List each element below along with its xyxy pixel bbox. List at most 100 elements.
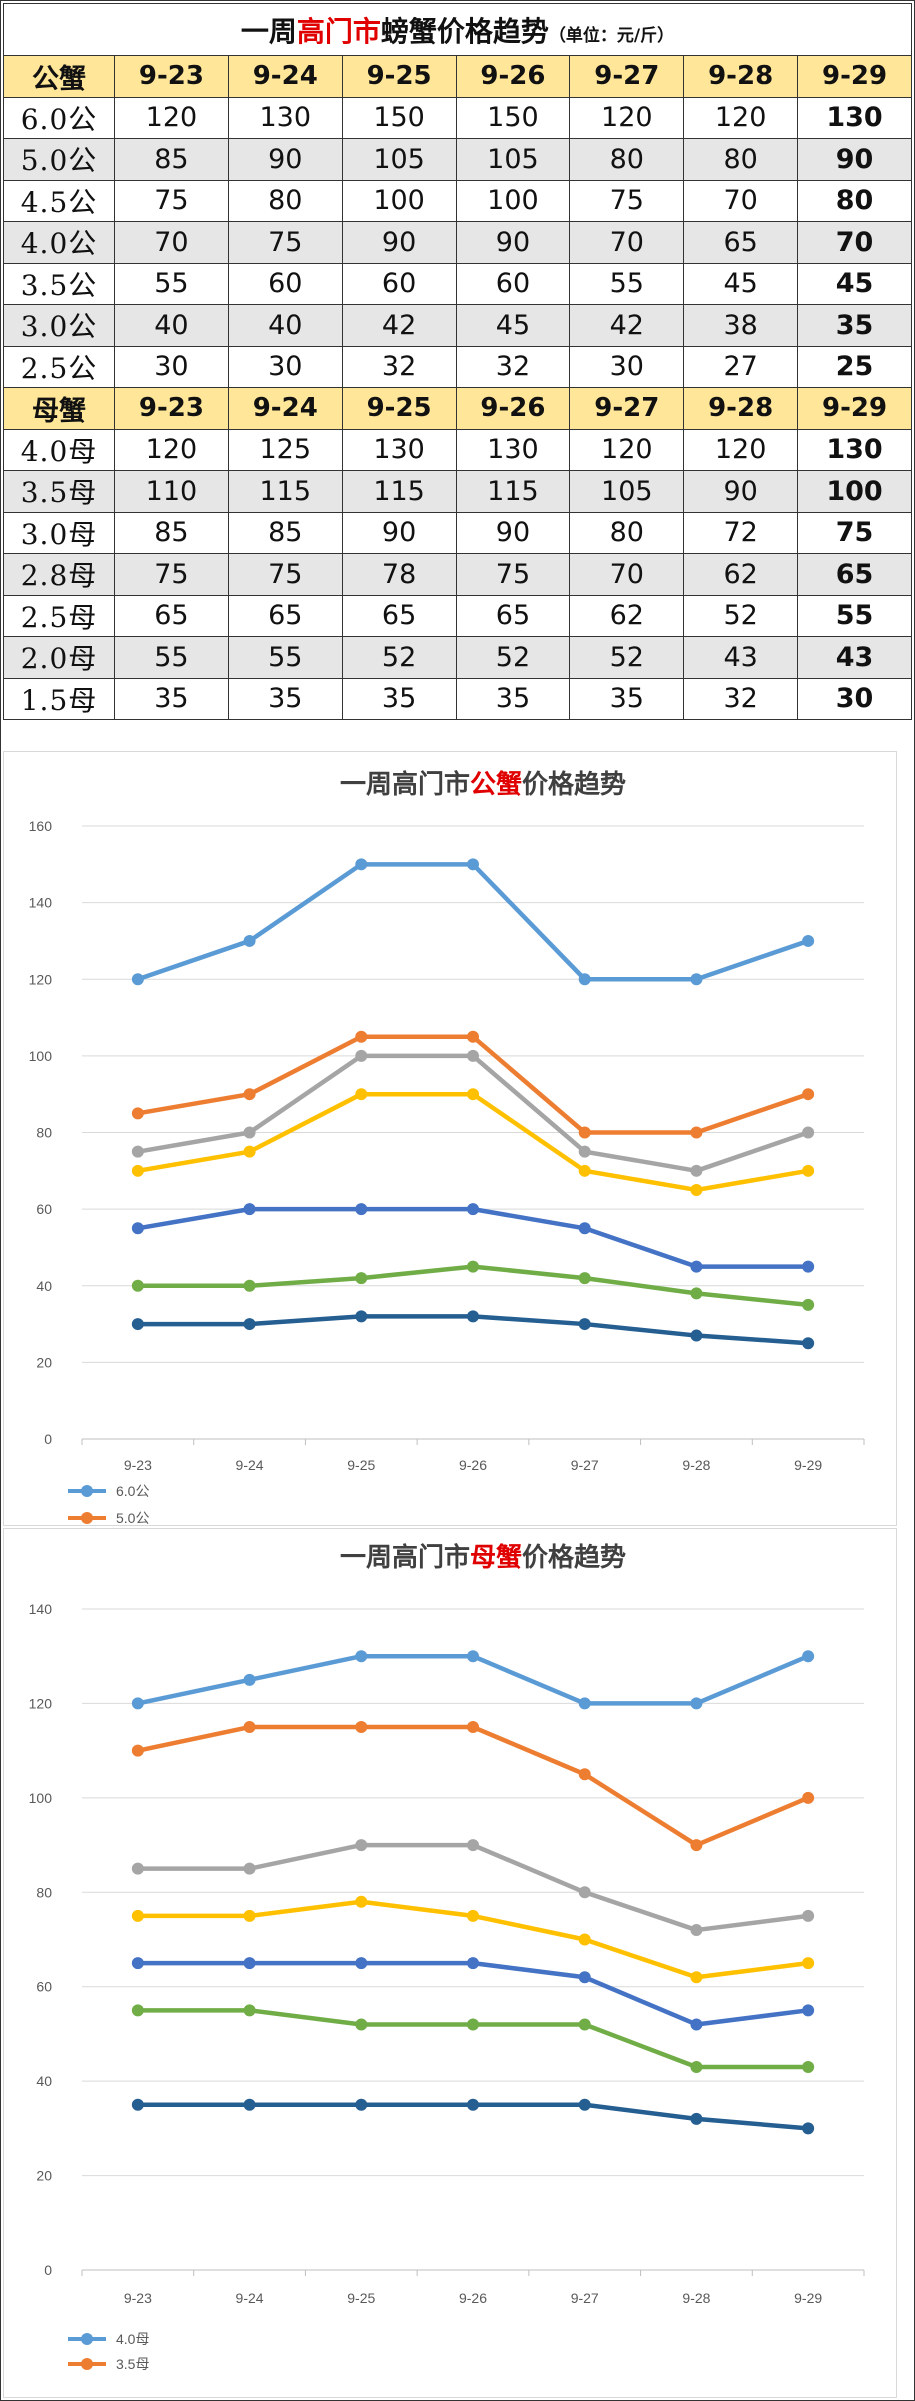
series-line-3.5公	[135, 1206, 811, 1269]
female-price-row: 1.5母 35 35 35 35 35 32 30	[3, 677, 912, 720]
price-cell: 42	[341, 304, 457, 347]
price-cell: 80	[569, 138, 685, 181]
data-point	[802, 1260, 815, 1273]
date-header: 9-26	[455, 55, 571, 98]
data-point	[355, 858, 368, 871]
data-point	[355, 2098, 368, 2111]
price-cell: 55	[114, 636, 229, 679]
chart-title-prefix: 一周高门市	[340, 1542, 470, 1573]
price-cell: 130	[797, 96, 912, 139]
price-cell: 115	[455, 470, 571, 513]
price-cell: 55	[227, 636, 343, 679]
data-point	[578, 1164, 591, 1177]
y-tick-label: 120	[29, 971, 53, 987]
price-cell: 90	[341, 511, 457, 554]
data-point	[578, 1318, 591, 1331]
y-tick-label: 100	[29, 1790, 53, 1806]
price-cell: 100	[797, 470, 912, 513]
price-cell: 150	[455, 96, 571, 139]
series-line-2.5母	[135, 1960, 811, 2027]
data-point	[243, 1862, 256, 1875]
legend-label: 5.0公	[116, 1510, 149, 1525]
y-tick-label: 160	[29, 818, 53, 834]
price-cell: 25	[797, 345, 912, 388]
data-point	[243, 1279, 256, 1292]
legend-swatch-marker	[81, 2358, 93, 2370]
price-cell: 130	[341, 428, 457, 471]
x-tick-label: 9-23	[124, 1457, 152, 1473]
price-cell: 70	[569, 553, 685, 596]
male-header-row: 公蟹 9-23 9-24 9-25 9-26 9-27 9-28 9-29	[3, 55, 912, 98]
chart-title-suffix: 价格趋势	[522, 769, 626, 800]
data-point	[131, 1909, 144, 1922]
price-cell: 70	[797, 221, 912, 264]
price-cell: 120	[114, 428, 229, 471]
data-point	[467, 858, 479, 871]
legend-swatch-marker	[81, 2333, 93, 2345]
price-cell: 65	[227, 594, 343, 637]
price-cell: 70	[114, 221, 229, 264]
data-point	[690, 1183, 703, 1196]
price-cell: 100	[341, 179, 457, 222]
data-point	[802, 934, 815, 947]
price-cell: 30	[569, 345, 685, 388]
date-header: 9-27	[569, 55, 685, 98]
date-header: 9-23	[114, 55, 229, 98]
data-point	[131, 2004, 144, 2017]
x-tick-label: 9-25	[347, 1457, 375, 1473]
price-cell: 78	[341, 553, 457, 596]
data-point	[578, 1971, 591, 1984]
series-line-6.0公	[135, 862, 811, 982]
price-cell: 80	[797, 179, 912, 222]
chart-title-suffix: 价格趋势	[522, 1542, 626, 1573]
data-point	[690, 1839, 703, 1852]
data-point	[802, 1298, 815, 1311]
series-line-4.0公	[135, 1091, 811, 1193]
legend-item: 6.0公	[68, 1483, 149, 1499]
data-point	[690, 1287, 703, 1300]
x-tick-label: 9-26	[459, 1457, 487, 1473]
x-tick-label: 9-24	[236, 2290, 264, 2306]
date-header: 9-24	[227, 387, 343, 430]
x-tick-label: 9-28	[682, 2290, 710, 2306]
date-header: 9-29	[797, 387, 912, 430]
table-title-row: 一周高门市螃蟹价格趋势（单位：元/斤）	[3, 3, 912, 56]
data-point	[578, 1697, 591, 1710]
price-cell: 35	[114, 677, 229, 720]
data-point	[578, 1933, 591, 1946]
data-point	[690, 973, 703, 986]
price-cell: 65	[114, 594, 229, 637]
x-tick-label: 9-27	[571, 2290, 599, 2306]
chart-title-highlight: 母蟹	[470, 1542, 522, 1573]
y-tick-label: 80	[36, 1884, 52, 1900]
price-cell: 90	[227, 138, 343, 181]
price-cell: 125	[227, 428, 343, 471]
data-point	[243, 934, 256, 947]
data-point	[690, 2112, 703, 2125]
data-point	[690, 1164, 703, 1177]
data-point	[131, 1145, 144, 1158]
chart-title: 一周高门市公蟹价格趋势	[340, 769, 626, 800]
price-cell: 75	[227, 221, 343, 264]
male-price-row: 3.5公 55 60 60 60 55 45 45	[3, 262, 912, 305]
data-point	[690, 1329, 703, 1342]
data-point	[243, 1088, 256, 1101]
price-cell: 60	[455, 262, 571, 305]
chart-title: 一周高门市母蟹价格趋势	[340, 1542, 626, 1573]
data-point	[243, 2098, 256, 2111]
size-label: 4.0公	[3, 221, 115, 264]
price-cell: 43	[683, 636, 799, 679]
price-cell: 55	[569, 262, 685, 305]
data-point	[802, 2004, 815, 2017]
male-price-row: 6.0公 120 130 150 150 120 120 130	[3, 96, 912, 139]
data-point	[467, 1049, 479, 1062]
price-cell: 30	[114, 345, 229, 388]
price-cell: 105	[569, 470, 685, 513]
data-point	[802, 1337, 815, 1350]
size-label: 3.0母	[3, 511, 115, 554]
size-label: 2.5公	[3, 345, 115, 388]
price-cell: 32	[455, 345, 571, 388]
data-point	[131, 1862, 144, 1875]
price-cell: 75	[227, 553, 343, 596]
